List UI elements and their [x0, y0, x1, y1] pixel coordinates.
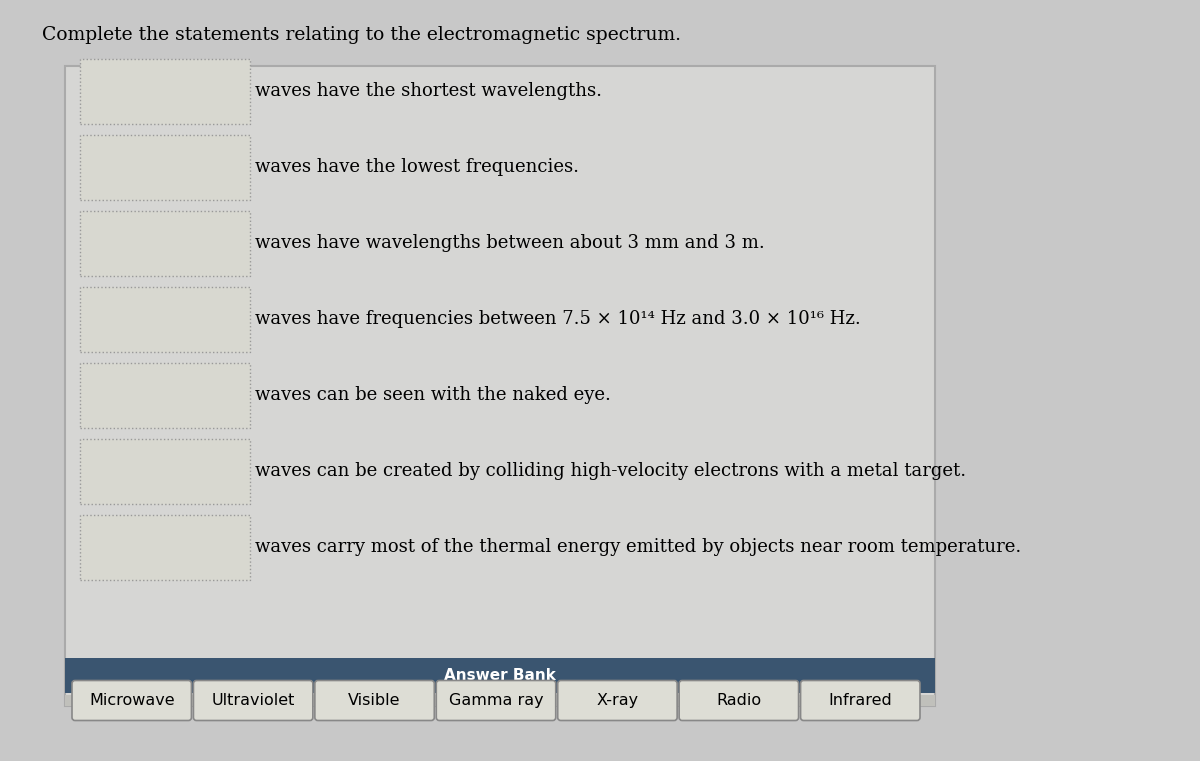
- FancyBboxPatch shape: [193, 680, 313, 721]
- Bar: [65, 695, 935, 706]
- Bar: [80, 135, 250, 199]
- FancyBboxPatch shape: [314, 680, 434, 721]
- FancyBboxPatch shape: [800, 680, 920, 721]
- Text: Microwave: Microwave: [89, 693, 174, 708]
- Bar: [80, 286, 250, 352]
- FancyBboxPatch shape: [437, 680, 556, 721]
- Text: Infrared: Infrared: [828, 693, 892, 708]
- Text: waves have wavelengths between about 3 mm and 3 m.: waves have wavelengths between about 3 m…: [256, 234, 764, 252]
- Bar: [80, 59, 250, 123]
- Text: waves have the lowest frequencies.: waves have the lowest frequencies.: [256, 158, 580, 176]
- Text: Gamma ray: Gamma ray: [449, 693, 544, 708]
- Bar: [80, 438, 250, 504]
- FancyBboxPatch shape: [679, 680, 798, 721]
- Text: Complete the statements relating to the electromagnetic spectrum.: Complete the statements relating to the …: [42, 26, 682, 44]
- Text: X-ray: X-ray: [596, 693, 638, 708]
- Text: waves have the shortest wavelengths.: waves have the shortest wavelengths.: [256, 82, 602, 100]
- Text: waves can be created by colliding high-velocity electrons with a metal target.: waves can be created by colliding high-v…: [256, 462, 966, 480]
- Text: waves carry most of the thermal energy emitted by objects near room temperature.: waves carry most of the thermal energy e…: [256, 538, 1021, 556]
- Text: Radio: Radio: [716, 693, 762, 708]
- Bar: [80, 211, 250, 275]
- Text: Visible: Visible: [348, 693, 401, 708]
- Text: waves have frequencies between 7.5 × 10¹⁴ Hz and 3.0 × 10¹⁶ Hz.: waves have frequencies between 7.5 × 10¹…: [256, 310, 860, 328]
- FancyBboxPatch shape: [72, 680, 192, 721]
- Bar: [80, 362, 250, 428]
- Text: Ultraviolet: Ultraviolet: [211, 693, 295, 708]
- FancyBboxPatch shape: [558, 680, 677, 721]
- Bar: [80, 514, 250, 579]
- Bar: [65, 658, 935, 693]
- Text: Answer Bank: Answer Bank: [444, 668, 556, 683]
- Text: waves can be seen with the naked eye.: waves can be seen with the naked eye.: [256, 386, 611, 404]
- Bar: [65, 66, 935, 706]
